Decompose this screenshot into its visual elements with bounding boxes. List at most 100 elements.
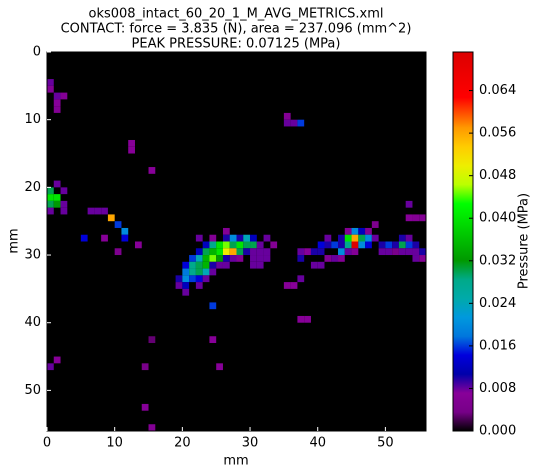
colorbar-tick-label: 0.032 — [479, 253, 516, 268]
heatmap-cell — [344, 248, 352, 256]
y-tick-label: 40 — [24, 315, 41, 330]
heatmap-cell — [297, 315, 305, 323]
heatmap-cell — [128, 146, 135, 154]
heatmap-cell — [47, 363, 54, 371]
heatmap-cell — [53, 180, 61, 188]
heatmap-cell — [128, 139, 135, 147]
heatmap-cell — [297, 255, 305, 262]
heatmap-cell — [324, 255, 332, 262]
heatmap-cell — [47, 85, 54, 93]
heatmap-cell — [195, 275, 203, 283]
heatmap-cell — [297, 248, 305, 256]
heatmap-cell — [290, 282, 298, 289]
heatmap-cell — [53, 106, 61, 113]
heatmap-cell — [101, 234, 108, 242]
heatmap-cell — [250, 248, 257, 256]
heatmap-cell — [182, 275, 190, 283]
heatmap-cell — [405, 248, 413, 256]
heatmap-cell — [216, 255, 223, 262]
colorbar — [452, 51, 474, 432]
colorbar-tick-label: 0.016 — [479, 338, 516, 353]
heatmap-cell — [392, 241, 399, 249]
heatmap-cell — [229, 248, 237, 256]
heatmap-cell — [283, 119, 291, 127]
x-tick-label: 10 — [106, 436, 123, 451]
heatmap-cell — [243, 248, 251, 256]
heatmap-cell — [222, 227, 230, 235]
y-tick-label: 10 — [24, 112, 41, 127]
peak-annotation: PEAK PRESSURE: 0.07125 (MPa) — [132, 37, 341, 52]
heatmap-cell — [53, 92, 61, 100]
heatmap-cell — [351, 248, 359, 256]
heatmap-cell — [195, 261, 203, 269]
heatmap-cell — [209, 268, 217, 276]
heatmap-cell — [222, 234, 230, 242]
heatmap-cell — [222, 241, 230, 249]
heatmap-cell — [47, 79, 54, 86]
heatmap-cell — [344, 234, 352, 242]
heatmap-cell — [60, 92, 68, 100]
heatmap-cell — [412, 255, 420, 262]
heatmap-cell — [80, 234, 88, 242]
chart-subtitle: CONTACT: force = 3.835 (N), area = 237.0… — [61, 22, 412, 37]
heatmap-cell — [324, 234, 332, 242]
heatmap-cell — [310, 248, 318, 256]
heatmap-cell — [283, 282, 291, 289]
heatmap-cell — [344, 241, 352, 249]
heatmap-cell — [331, 255, 339, 262]
heatmap-cell — [338, 234, 345, 242]
heatmap-cell — [250, 234, 257, 242]
heatmap-cell — [195, 234, 203, 242]
heatmap-cell — [371, 221, 379, 228]
heatmap-cell — [236, 248, 244, 256]
heatmap-cell — [209, 261, 217, 269]
heatmap-cell — [256, 241, 264, 249]
heatmap-cell — [304, 248, 311, 256]
heatmap-cell — [297, 275, 305, 283]
heatmap-cell — [202, 248, 210, 256]
heatmap-cell — [195, 282, 203, 289]
y-tick-label: 50 — [24, 383, 41, 398]
heatmap-cell — [385, 241, 393, 249]
heatmap-cell — [419, 255, 426, 262]
heatmap-cell — [229, 234, 237, 242]
heatmap-cell — [209, 241, 217, 249]
colorbar-tick-label: 0.048 — [479, 168, 516, 183]
heatmap-cell — [405, 214, 413, 222]
heatmap-cell — [202, 268, 210, 276]
heatmap-cell — [114, 248, 122, 256]
heatmap-cell — [47, 187, 54, 195]
heatmap-cell — [47, 207, 54, 215]
heatmap-cell — [53, 356, 61, 364]
heatmap-cell — [378, 248, 386, 256]
colorbar-tick-label: 0.056 — [479, 126, 516, 141]
heatmap-cell — [236, 241, 244, 249]
heatmap-cell — [385, 248, 393, 256]
heatmap-cell — [209, 255, 217, 262]
heatmap-cell — [148, 167, 156, 174]
heatmap-cell — [121, 227, 129, 235]
heatmap-cell — [324, 241, 332, 249]
heatmap-cell — [263, 234, 271, 242]
heatmap-cell — [263, 255, 271, 262]
colorbar-tick-label: 0.040 — [479, 211, 516, 226]
heatmap-cell — [317, 241, 325, 249]
heatmap-cell — [202, 275, 210, 283]
heatmap-cell — [358, 234, 366, 242]
heatmap-cell — [94, 207, 102, 215]
heatmap-cell — [412, 248, 420, 256]
heatmap-cell — [229, 241, 237, 249]
x-tick-label: 20 — [174, 436, 191, 451]
colorbar-tick-label: 0.024 — [479, 296, 516, 311]
heatmap-cell — [398, 248, 406, 256]
heatmap-cell — [412, 214, 420, 222]
plot-frame — [46, 51, 427, 432]
heatmap-cell — [365, 234, 372, 242]
heatmap-cell — [202, 255, 210, 262]
heatmap-cell — [222, 248, 230, 256]
heatmap-cell — [365, 227, 372, 235]
colorbar-tick-label: 0.000 — [479, 424, 516, 439]
heatmap-cell — [53, 99, 61, 107]
heatmap-cell — [290, 119, 298, 127]
heatmap-cell — [141, 403, 149, 411]
